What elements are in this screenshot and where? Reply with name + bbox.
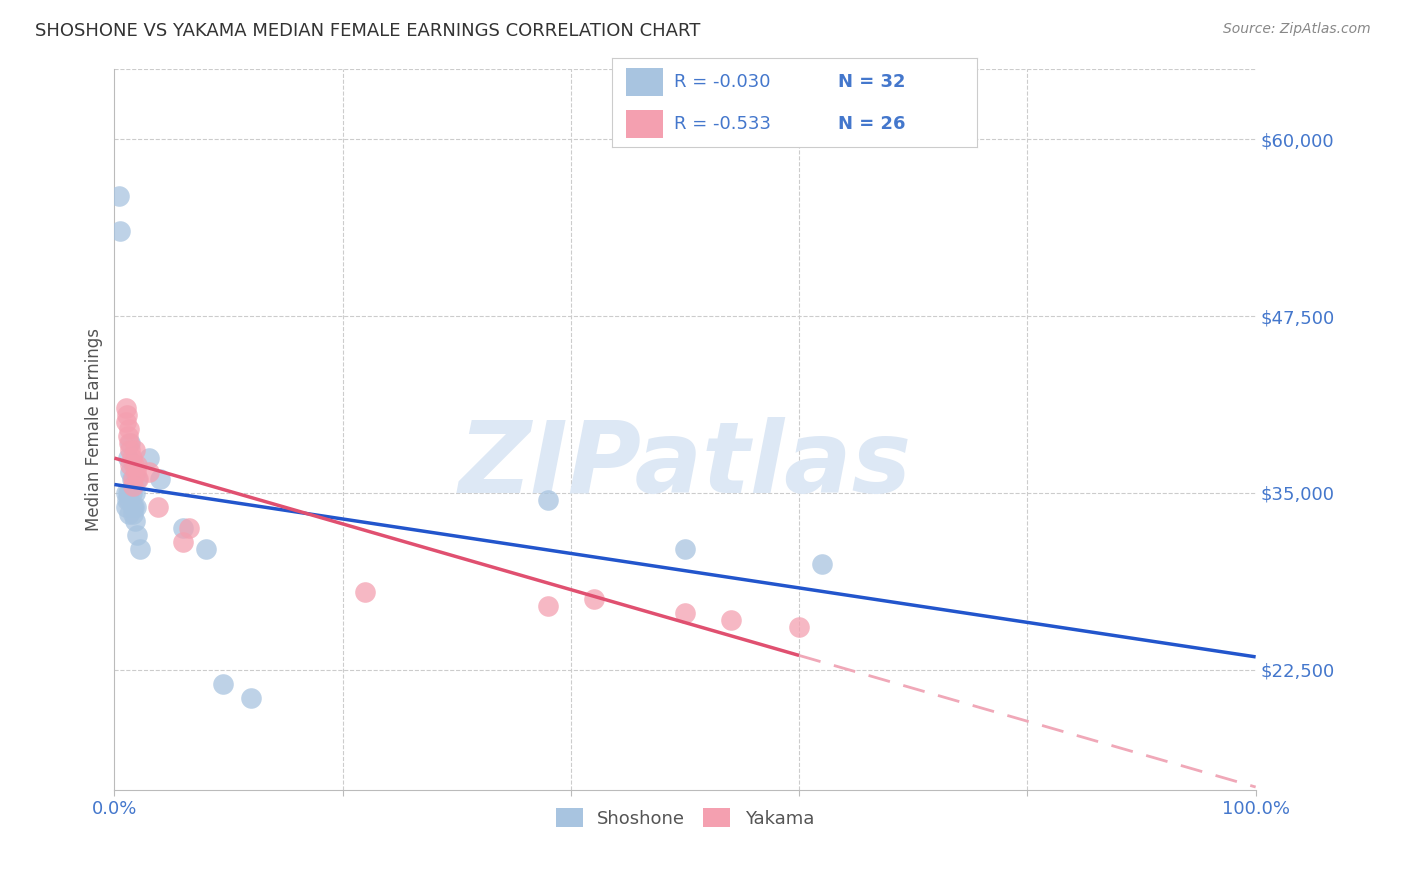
Point	[673, 542, 696, 557]
Point	[124, 486, 146, 500]
Point	[120, 436, 142, 450]
Point	[121, 507, 143, 521]
Text: SHOSHONE VS YAKAMA MEDIAN FEMALE EARNINGS CORRELATION CHART: SHOSHONE VS YAKAMA MEDIAN FEMALE EARNING…	[35, 22, 700, 40]
Text: R = -0.030: R = -0.030	[673, 73, 770, 91]
Point	[120, 458, 142, 472]
Point	[118, 436, 141, 450]
Legend: Shoshone, Yakama: Shoshone, Yakama	[548, 801, 821, 835]
Point	[115, 408, 138, 422]
Point	[118, 486, 141, 500]
Point	[121, 472, 143, 486]
Point	[194, 542, 217, 557]
Point	[172, 535, 194, 549]
Point	[172, 521, 194, 535]
Point	[127, 528, 149, 542]
Point	[120, 443, 142, 458]
Point	[177, 521, 200, 535]
Point	[127, 472, 149, 486]
Point	[582, 591, 605, 606]
Point	[121, 479, 143, 493]
Point	[121, 472, 143, 486]
Point	[124, 514, 146, 528]
Point	[122, 500, 145, 514]
Point	[149, 472, 172, 486]
Point	[537, 492, 560, 507]
Point	[127, 458, 149, 472]
Point	[125, 465, 148, 479]
Point	[120, 465, 142, 479]
Point	[211, 677, 233, 691]
Point	[121, 450, 143, 465]
Point	[121, 486, 143, 500]
Point	[114, 401, 136, 415]
Point	[124, 443, 146, 458]
Text: Source: ZipAtlas.com: Source: ZipAtlas.com	[1223, 22, 1371, 37]
Point	[118, 422, 141, 436]
Point	[114, 486, 136, 500]
Bar	[626, 110, 662, 138]
Point	[118, 507, 141, 521]
Text: R = -0.533: R = -0.533	[673, 115, 770, 133]
Y-axis label: Median Female Earnings: Median Female Earnings	[86, 327, 103, 531]
Point	[811, 557, 834, 571]
Point	[673, 606, 696, 620]
Point	[117, 450, 139, 465]
Point	[108, 189, 131, 203]
Point	[114, 415, 136, 429]
Point	[114, 500, 136, 514]
Point	[127, 472, 149, 486]
Text: N = 32: N = 32	[838, 73, 905, 91]
Text: ZIPatlas: ZIPatlas	[458, 417, 911, 514]
Point	[720, 613, 742, 627]
Point	[117, 486, 139, 500]
Point	[108, 224, 131, 238]
Point	[121, 500, 143, 514]
Point	[354, 585, 377, 599]
Point	[240, 690, 263, 705]
Point	[128, 542, 150, 557]
Point	[115, 492, 138, 507]
Text: N = 26: N = 26	[838, 115, 905, 133]
Point	[537, 599, 560, 613]
Point	[118, 492, 141, 507]
Point	[787, 620, 810, 634]
Bar	[626, 68, 662, 96]
Point	[122, 458, 145, 472]
Point	[125, 500, 148, 514]
Point	[146, 500, 169, 514]
Point	[117, 429, 139, 443]
Point	[138, 465, 160, 479]
Point	[138, 450, 160, 465]
